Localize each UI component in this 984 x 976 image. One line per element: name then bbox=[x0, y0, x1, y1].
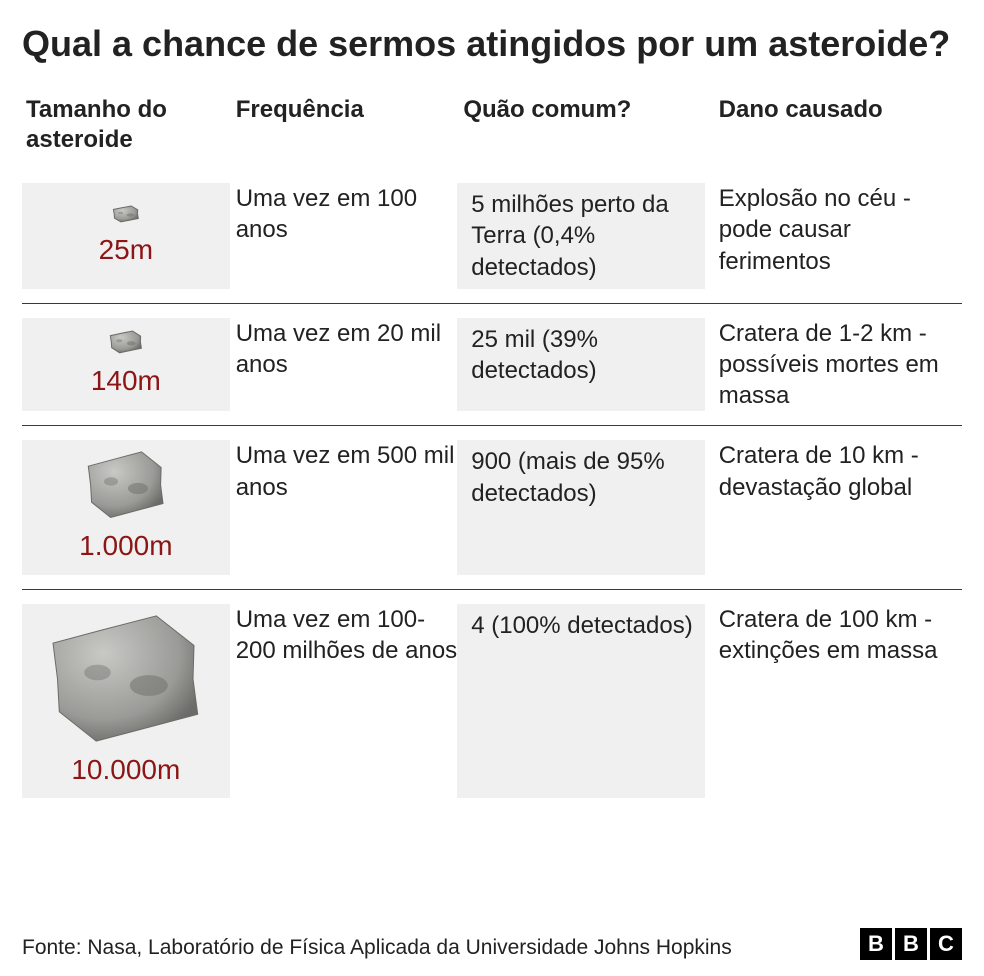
source-text: Fonte: Nasa, Laboratório de Física Aplic… bbox=[22, 936, 732, 960]
bbc-logo-letter: B bbox=[860, 928, 892, 960]
asteroid-icon bbox=[31, 614, 221, 744]
cell-common: 5 milhões perto da Terra (0,4% detectado… bbox=[457, 183, 705, 289]
header-common: Quão comum? bbox=[457, 95, 704, 155]
cell-size: 25m bbox=[22, 183, 230, 289]
bbc-logo-letter: B bbox=[895, 928, 927, 960]
cell-frequency: Uma vez em 500 mil anos bbox=[230, 440, 458, 574]
cell-size: 140m bbox=[22, 318, 230, 412]
cell-common: 25 mil (39% detectados) bbox=[457, 318, 705, 412]
table-row: 1.000m Uma vez em 500 mil anos 900 (mais… bbox=[22, 426, 962, 589]
size-label: 140m bbox=[91, 363, 161, 399]
cell-common: 4 (100% detectados) bbox=[457, 604, 705, 798]
size-label: 25m bbox=[99, 232, 153, 268]
size-label: 1.000m bbox=[79, 528, 172, 564]
asteroid-table: Tamanho do asteroide Frequência Quão com… bbox=[22, 87, 962, 812]
table-row: 10.000m Uma vez em 100-200 milhões de an… bbox=[22, 590, 962, 812]
asteroid-icon bbox=[104, 329, 148, 355]
cell-frequency: Uma vez em 100 anos bbox=[230, 183, 458, 289]
infographic-container: Qual a chance de sermos atingidos por um… bbox=[0, 0, 984, 812]
cell-damage: Cratera de 10 km - devastação global bbox=[705, 440, 962, 574]
cell-size: 1.000m bbox=[22, 440, 230, 574]
cell-damage: Cratera de 1-2 km - possíveis mortes em … bbox=[705, 318, 962, 412]
header-damage: Dano causado bbox=[705, 95, 962, 155]
footer: Fonte: Nasa, Laboratório de Física Aplic… bbox=[0, 918, 984, 970]
size-label: 10.000m bbox=[71, 752, 180, 788]
page-title: Qual a chance de sermos atingidos por um… bbox=[22, 22, 962, 65]
asteroid-icon bbox=[76, 450, 176, 520]
cell-damage: Explosão no céu - pode causar ferimentos bbox=[705, 183, 962, 289]
table-row: 140m Uma vez em 20 mil anos 25 mil (39% … bbox=[22, 304, 962, 427]
bbc-logo-letter: C bbox=[930, 928, 962, 960]
cell-frequency: Uma vez em 20 mil anos bbox=[230, 318, 458, 412]
table-header-row: Tamanho do asteroide Frequência Quão com… bbox=[22, 87, 962, 169]
cell-common: 900 (mais de 95% detectados) bbox=[457, 440, 705, 574]
cell-damage: Cratera de 100 km - extinções em massa bbox=[705, 604, 962, 798]
header-size: Tamanho do asteroide bbox=[22, 95, 230, 155]
bbc-logo: B B C bbox=[860, 928, 962, 960]
asteroid-icon bbox=[108, 204, 144, 224]
cell-frequency: Uma vez em 100-200 milhões de anos bbox=[230, 604, 458, 798]
table-row: 25m Uma vez em 100 anos 5 milhões perto … bbox=[22, 169, 962, 304]
cell-size: 10.000m bbox=[22, 604, 230, 798]
header-frequency: Frequência bbox=[230, 95, 458, 155]
